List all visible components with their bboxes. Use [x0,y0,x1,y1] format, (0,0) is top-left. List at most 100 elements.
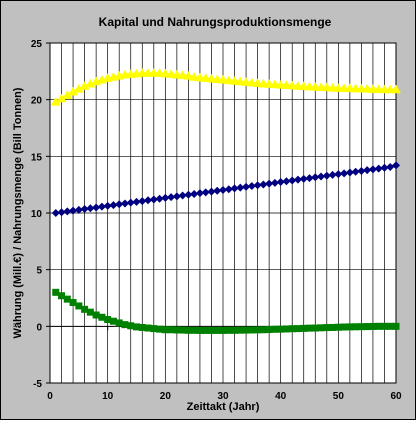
data-point-square [225,326,233,334]
data-point-square [236,326,244,334]
data-point-square [184,326,192,334]
data-point-square [127,322,135,330]
data-point-diamond [311,173,320,182]
data-point-square [173,326,181,334]
data-point-square [156,325,164,333]
y-tick-label: 0 [36,322,42,333]
data-point-diamond [69,206,78,215]
data-point-diamond [149,195,158,204]
data-point-diamond [230,184,239,193]
x-axis-label: Zeittakt (Jahr) [187,401,260,413]
x-tick-label: 0 [47,391,53,402]
data-point-square [248,326,256,334]
y-tick-label: 20 [31,96,43,107]
data-point-square [329,323,337,331]
data-point-square [282,325,290,333]
data-point-diamond [97,202,106,211]
data-point-diamond [219,185,227,194]
data-point-diamond [299,174,308,183]
tick-labels: 0 10 20 30 40 50 60 -5 0 5 10 15 20 25 [31,39,402,402]
data-point-diamond [351,167,360,176]
y-tick-label: -5 [33,379,42,390]
data-point-diamond [317,172,326,181]
data-point-square [138,323,146,331]
data-point-square [340,323,348,331]
data-point-square [150,325,158,333]
data-point-triangle [298,81,309,91]
data-point-diamond [126,198,135,207]
data-point-triangle [154,68,165,77]
data-point-square [69,299,77,307]
data-point-diamond [293,175,302,184]
data-point-square [161,326,169,334]
data-point-diamond [363,166,372,175]
data-point-diamond [392,161,400,170]
data-point-diamond [368,165,377,174]
data-point-diamond [57,208,66,217]
data-point-diamond [103,201,112,210]
data-point-diamond [276,178,285,187]
data-point-diamond [184,190,193,199]
data-point-diamond [345,168,354,177]
x-tick-label: 30 [217,391,229,402]
data-point-diamond [328,170,337,179]
data-point-square [288,325,296,333]
data-point-square [202,326,210,334]
data-point-diamond [236,183,245,192]
data-point-square [352,323,360,331]
data-point-diamond [109,201,118,210]
chart-title: Kapital und Nahrungsproduktionsmenge [99,15,332,29]
data-point-triangle [229,75,240,85]
data-point-square [58,292,66,300]
data-point-triangle [171,69,182,79]
x-tick-label: 60 [390,391,402,402]
data-point-diamond [207,187,216,196]
data-point-square [271,325,279,333]
data-point-diamond [374,164,383,173]
data-point-triangle [304,81,315,91]
data-point-diamond [172,192,181,201]
data-point-square [52,288,60,296]
data-point-square [196,326,204,334]
data-point-triangle [235,76,246,86]
data-point-diamond [120,199,129,208]
data-point-square [357,323,365,331]
data-point-square [144,324,152,332]
data-point-square [190,326,198,334]
data-point-square [294,325,302,333]
data-point-square [254,326,262,334]
data-point-triangle [327,82,338,92]
data-point-diamond [334,170,343,179]
data-point-triangle [195,72,205,82]
data-point-diamond [144,196,153,205]
data-point-triangle [241,77,251,86]
data-point-triangle [252,78,263,87]
data-point-triangle [246,77,257,87]
data-point-square [109,317,117,325]
data-point-triangle [223,75,234,85]
data-point-triangle [212,74,223,84]
data-point-diamond [63,207,72,216]
data-point-square [369,322,377,330]
data-point-diamond [86,204,95,213]
data-point-square [242,326,250,334]
data-point-diamond [259,180,268,189]
data-point-diamond [253,181,262,190]
y-tick-label: 10 [31,209,43,220]
x-tick-label: 50 [333,391,345,402]
data-point-triangle [264,79,275,88]
data-point-square [219,326,227,334]
data-point-square [115,319,123,327]
y-tick-label: 5 [36,266,42,277]
data-point-square [121,321,129,329]
x-tick-label: 20 [160,391,172,402]
data-point-diamond [167,193,176,202]
data-point-square [323,324,331,332]
data-point-diamond [80,205,89,214]
data-point-diamond [190,189,199,198]
data-point-square [63,295,71,303]
y-axis-label: Währung (Mill.€) / Nahrungsmenge (Bill T… [12,87,24,338]
data-point-diamond [51,209,60,217]
data-point-square [306,324,313,332]
data-point-diamond [74,205,83,214]
